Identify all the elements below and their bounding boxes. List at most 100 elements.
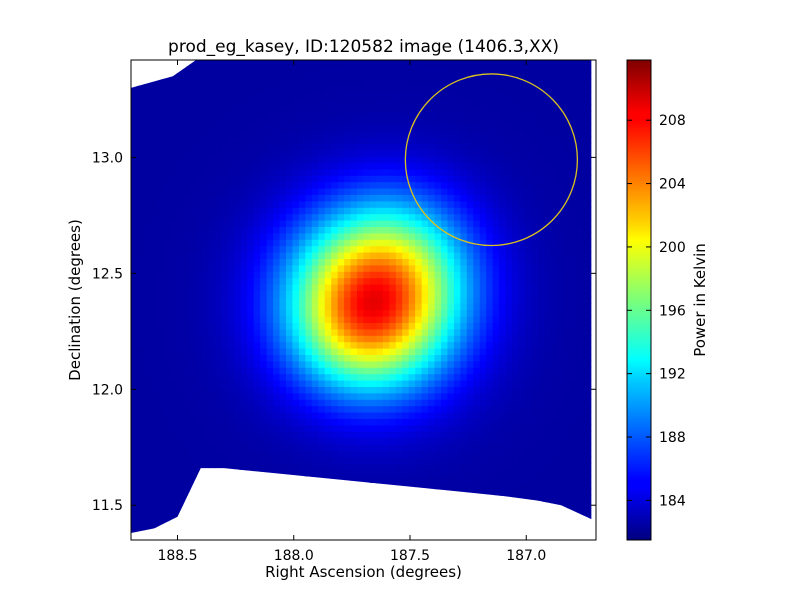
heatmap-cell bbox=[389, 175, 397, 183]
heatmap-cell bbox=[505, 92, 513, 99]
heatmap-cell bbox=[298, 341, 306, 349]
heatmap-cell bbox=[137, 220, 145, 227]
heatmap-cell bbox=[402, 271, 410, 279]
heatmap-cell bbox=[395, 367, 403, 375]
heatmap-cell bbox=[286, 104, 294, 112]
heatmap-cell bbox=[331, 162, 339, 170]
heatmap-cell bbox=[357, 354, 365, 362]
heatmap-cell bbox=[337, 175, 345, 183]
heatmap-cell bbox=[298, 354, 306, 362]
heatmap-cell bbox=[415, 412, 423, 419]
heatmap-cell bbox=[363, 60, 371, 67]
heatmap-cell bbox=[331, 264, 339, 272]
heatmap-cell bbox=[486, 482, 494, 490]
heatmap-cell bbox=[298, 271, 306, 279]
heatmap-cell bbox=[221, 200, 229, 208]
heatmap-cell bbox=[428, 136, 436, 144]
heatmap-cell bbox=[195, 66, 203, 74]
heatmap-cell bbox=[550, 226, 558, 234]
heatmap-cell bbox=[273, 117, 281, 125]
heatmap-cell bbox=[182, 424, 190, 432]
heatmap-cell bbox=[505, 85, 513, 93]
heatmap-cell bbox=[298, 360, 306, 368]
heatmap-cell bbox=[169, 456, 177, 464]
heatmap-cell bbox=[453, 444, 461, 451]
heatmap-cell bbox=[286, 245, 294, 253]
heatmap-cell bbox=[260, 92, 268, 99]
heatmap-cell bbox=[531, 386, 539, 394]
heatmap-cell bbox=[344, 360, 352, 368]
heatmap-cell bbox=[453, 399, 461, 407]
heatmap-cell bbox=[402, 495, 410, 503]
heatmap-cell bbox=[376, 386, 384, 394]
heatmap-cell bbox=[344, 316, 352, 323]
heatmap-cell bbox=[550, 309, 558, 317]
heatmap-cell bbox=[499, 226, 507, 234]
heatmap-cell bbox=[415, 309, 423, 317]
heatmap-cell bbox=[337, 156, 345, 163]
heatmap-cell bbox=[247, 207, 255, 215]
heatmap-cell bbox=[421, 136, 429, 144]
heatmap-cell bbox=[298, 264, 306, 272]
heatmap-cell bbox=[176, 200, 184, 208]
heatmap-cell bbox=[382, 488, 390, 496]
heatmap-cell bbox=[311, 328, 319, 336]
heatmap-cell bbox=[447, 277, 455, 285]
heatmap-cell bbox=[202, 239, 210, 247]
heatmap-cell bbox=[408, 239, 416, 247]
heatmap-cell bbox=[266, 341, 274, 349]
heatmap-cell bbox=[195, 431, 203, 439]
heatmap-cell bbox=[337, 508, 345, 515]
heatmap-cell bbox=[382, 188, 390, 195]
heatmap-cell bbox=[376, 207, 384, 215]
heatmap-cell bbox=[473, 220, 481, 227]
heatmap-cell bbox=[473, 316, 481, 323]
heatmap-cell bbox=[395, 207, 403, 215]
heatmap-cell bbox=[240, 392, 248, 400]
heatmap-cell bbox=[260, 444, 268, 451]
heatmap-cell bbox=[428, 92, 436, 99]
heatmap-cell bbox=[311, 367, 319, 375]
heatmap-cell bbox=[234, 520, 242, 528]
heatmap-cell bbox=[273, 290, 281, 298]
heatmap-cell bbox=[389, 316, 397, 323]
heatmap-cell bbox=[518, 495, 526, 503]
heatmap-cell bbox=[389, 296, 397, 304]
heatmap-cell bbox=[221, 450, 229, 458]
heatmap-cell bbox=[395, 232, 403, 240]
heatmap-cell bbox=[447, 520, 455, 528]
heatmap-cell bbox=[143, 60, 151, 67]
heatmap-cell bbox=[247, 386, 255, 394]
heatmap-cell bbox=[376, 245, 384, 253]
heatmap-cell bbox=[156, 252, 164, 259]
heatmap-cell bbox=[357, 252, 365, 259]
heatmap-cell bbox=[363, 303, 371, 311]
heatmap-cell bbox=[131, 92, 139, 99]
heatmap-cell bbox=[331, 66, 339, 74]
heatmap-cell bbox=[447, 239, 455, 247]
heatmap-cell bbox=[466, 252, 474, 259]
heatmap-cell bbox=[447, 380, 455, 387]
heatmap-cell bbox=[550, 360, 558, 368]
heatmap-cell bbox=[227, 386, 235, 394]
heatmap-cell bbox=[479, 456, 487, 464]
heatmap-cell bbox=[505, 392, 513, 400]
heatmap-cell bbox=[189, 469, 197, 477]
heatmap-cell bbox=[163, 463, 171, 471]
heatmap-cell bbox=[357, 296, 365, 304]
heatmap-cell bbox=[169, 207, 177, 215]
heatmap-cell bbox=[195, 168, 203, 176]
heatmap-cell bbox=[512, 437, 520, 445]
heatmap-cell bbox=[208, 514, 216, 522]
heatmap-cell bbox=[273, 98, 281, 106]
heatmap-cell bbox=[266, 136, 274, 144]
heatmap-cell bbox=[369, 271, 378, 279]
heatmap-cell bbox=[550, 354, 558, 362]
heatmap-cell bbox=[189, 168, 197, 176]
heatmap-cell bbox=[466, 386, 474, 394]
heatmap-cell bbox=[524, 66, 533, 74]
heatmap-cell bbox=[453, 239, 461, 247]
heatmap-cell bbox=[176, 386, 184, 394]
heatmap-cell bbox=[447, 476, 455, 483]
heatmap-cell bbox=[189, 456, 197, 464]
